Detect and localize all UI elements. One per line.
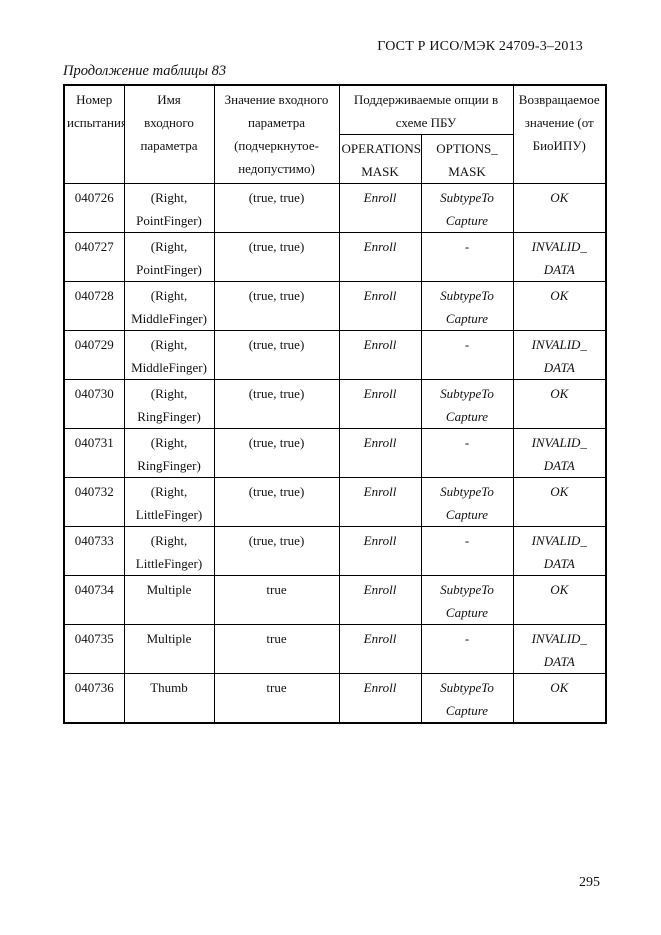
cell-param-name: Thumb (123, 673, 215, 724)
cell-param-name: (Right, LittleFinger) (123, 526, 215, 576)
cell-param-name: (Right, MiddleFinger) (123, 330, 215, 380)
table-row: 040729 (Right, MiddleFinger) (true, true) E… (63, 330, 607, 380)
cell-param-name: (Right, RingFinger) (123, 379, 215, 429)
table-header: Номер испытания Имя входного параметра З… (63, 84, 607, 184)
cell-operations-mask: Enroll (338, 526, 422, 576)
cell-test-number: 040735 (63, 624, 125, 674)
cell-operations-mask: Enroll (338, 673, 422, 724)
cell-options-mask: SubtypeTo Capture (420, 379, 514, 429)
cell-options-mask: SubtypeTo Capture (420, 477, 514, 527)
cell-options-mask: - (420, 624, 514, 674)
cell-return-value: INVALID_ DATA (512, 330, 607, 380)
cell-param-value: true (213, 673, 340, 724)
cell-options-mask: SubtypeTo Capture (420, 575, 514, 625)
cell-test-number: 040728 (63, 281, 125, 331)
cell-options-mask: SubtypeTo Capture (420, 183, 514, 233)
cell-test-number: 040732 (63, 477, 125, 527)
cell-return-value: INVALID_ DATA (512, 526, 607, 576)
cell-param-name: (Right, LittleFinger) (123, 477, 215, 527)
cell-param-value: (true, true) (213, 232, 340, 282)
cell-test-number: 040736 (63, 673, 125, 724)
table-row: 040736 Thumb true Enroll SubtypeTo Capture OK (63, 673, 607, 724)
cell-param-value: (true, true) (213, 281, 340, 331)
cell-operations-mask: Enroll (338, 330, 422, 380)
cell-return-value: OK (512, 477, 607, 527)
cell-param-name: (Right, PointFinger) (123, 183, 215, 233)
cell-test-number: 040729 (63, 330, 125, 380)
cell-test-number: 040731 (63, 428, 125, 478)
cell-operations-mask: Enroll (338, 232, 422, 282)
table-body: 040726 (Right, PointFinger) (true, true) En… (63, 183, 607, 724)
cell-param-value: (true, true) (213, 183, 340, 233)
cell-return-value: OK (512, 379, 607, 429)
cell-options-mask: SubtypeTo Capture (420, 281, 514, 331)
cell-param-value: (true, true) (213, 428, 340, 478)
cell-operations-mask: Enroll (338, 379, 422, 429)
table-row: 040730 (Right, RingFinger) (true, true) Enr… (63, 379, 607, 429)
cell-return-value: INVALID_ DATA (512, 624, 607, 674)
cell-param-name: (Right, PointFinger) (123, 232, 215, 282)
cell-operations-mask: Enroll (338, 575, 422, 625)
table-row: 040733 (Right, LittleFinger) (true, true) E… (63, 526, 607, 576)
test-results-table: Номер испытания Имя входного параметра З… (63, 84, 607, 724)
cell-operations-mask: Enroll (338, 428, 422, 478)
cell-options-mask: - (420, 330, 514, 380)
cell-param-name: (Right, RingFinger) (123, 428, 215, 478)
table-row: 040735 Multiple true Enroll - INVALID_ DATA (63, 624, 607, 674)
cell-options-mask: - (420, 526, 514, 576)
table-row: 040731 (Right, RingFinger) (true, true) Enr… (63, 428, 607, 478)
cell-operations-mask: Enroll (338, 624, 422, 674)
cell-param-value: (true, true) (213, 526, 340, 576)
cell-test-number: 040726 (63, 183, 125, 233)
table-row: 040727 (Right, PointFinger) (true, true) En… (63, 232, 607, 282)
page-number: 295 (579, 875, 600, 890)
cell-options-mask: SubtypeTo Capture (420, 673, 514, 724)
header-operations-mask: OPERATIONS_ MASK (338, 134, 422, 184)
header-param-name: Имя входного параметра (123, 84, 215, 184)
cell-return-value: INVALID_ DATA (512, 232, 607, 282)
cell-param-name: (Right, MiddleFinger) (123, 281, 215, 331)
header-test-number: Номер испытания (63, 84, 125, 184)
cell-param-value: (true, true) (213, 330, 340, 380)
cell-options-mask: - (420, 232, 514, 282)
table-row: 040726 (Right, PointFinger) (true, true) En… (63, 183, 607, 233)
cell-operations-mask: Enroll (338, 477, 422, 527)
cell-return-value: OK (512, 575, 607, 625)
cell-return-value: INVALID_ DATA (512, 428, 607, 478)
header-param-value: Значение входного параметра (подчеркнуто… (213, 84, 340, 184)
table-row: 040732 (Right, LittleFinger) (true, true) E… (63, 477, 607, 527)
cell-return-value: OK (512, 673, 607, 724)
table-header-row-1: Номер испытания Имя входного параметра З… (63, 84, 607, 184)
cell-param-name: Multiple (123, 575, 215, 625)
header-return-value: Возвращаемое значение (от БиоИПУ) (512, 84, 607, 184)
cell-param-value: true (213, 575, 340, 625)
cell-options-mask: - (420, 428, 514, 478)
table-caption: Продолжение таблицы 83 (63, 63, 227, 79)
cell-return-value: OK (512, 281, 607, 331)
header-options-mask: OPTIONS_ MASK (420, 134, 514, 184)
cell-test-number: 040733 (63, 526, 125, 576)
table-header-row-2: OPERATIONS_ MASK OPTIONS_ MASK (64, 134, 606, 184)
document-standard-header: ГОСТ Р ИСО/МЭК 24709-3–2013 (377, 39, 583, 54)
cell-param-value: true (213, 624, 340, 674)
table-row: 040734 Multiple true Enroll SubtypeTo Captur… (63, 575, 607, 625)
table-row: 040728 (Right, MiddleFinger) (true, true) E… (63, 281, 607, 331)
cell-test-number: 040734 (63, 575, 125, 625)
cell-return-value: OK (512, 183, 607, 233)
cell-param-name: Multiple (123, 624, 215, 674)
cell-param-value: (true, true) (213, 477, 340, 527)
cell-operations-mask: Enroll (338, 281, 422, 331)
cell-operations-mask: Enroll (338, 183, 422, 233)
cell-test-number: 040727 (63, 232, 125, 282)
cell-test-number: 040730 (63, 379, 125, 429)
cell-param-value: (true, true) (213, 379, 340, 429)
header-supported-options: Поддерживаемые опции в схеме ПБУ (338, 84, 514, 135)
